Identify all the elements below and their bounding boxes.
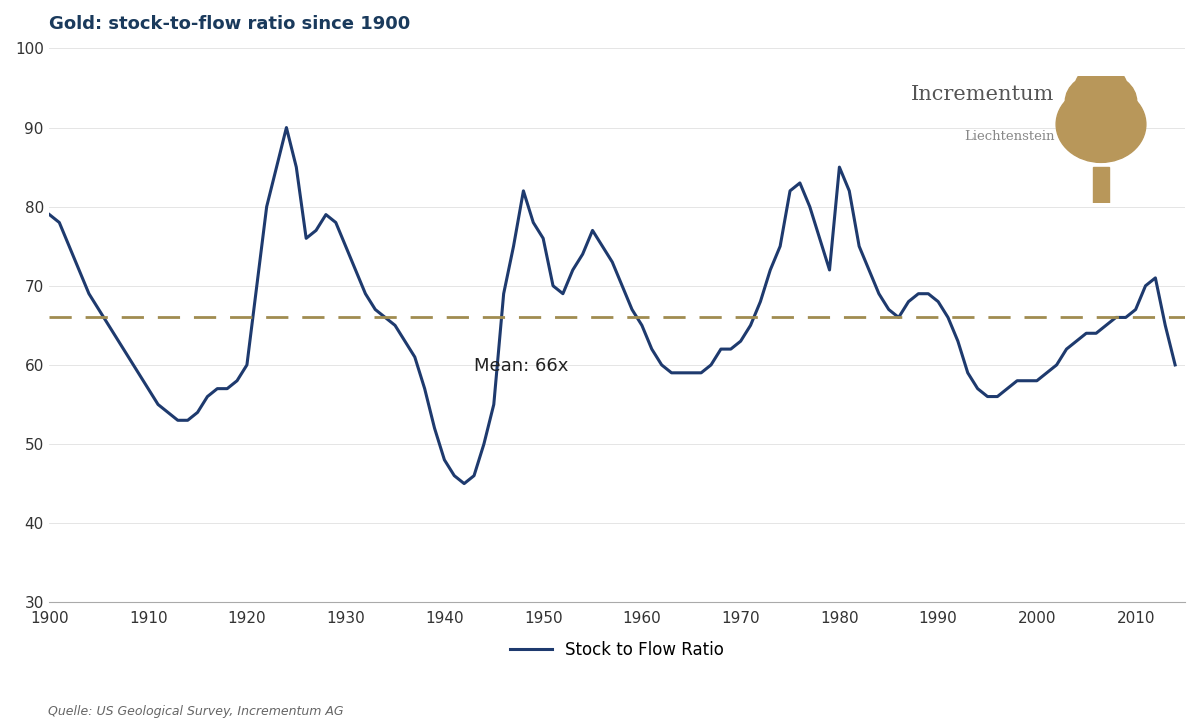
Bar xyxy=(1093,167,1109,203)
Ellipse shape xyxy=(1056,86,1146,162)
Ellipse shape xyxy=(1066,73,1136,130)
Text: Incrementum: Incrementum xyxy=(911,85,1055,104)
Text: Mean: 66x: Mean: 66x xyxy=(474,357,569,375)
Ellipse shape xyxy=(1075,66,1127,104)
Legend: Stock to Flow Ratio: Stock to Flow Ratio xyxy=(504,634,731,666)
Text: Quelle: US Geological Survey, Incrementum AG: Quelle: US Geological Survey, Incrementu… xyxy=(48,705,343,718)
Text: Gold: stock-to-flow ratio since 1900: Gold: stock-to-flow ratio since 1900 xyxy=(49,15,410,33)
Text: Liechtenstein: Liechtenstein xyxy=(964,130,1055,143)
